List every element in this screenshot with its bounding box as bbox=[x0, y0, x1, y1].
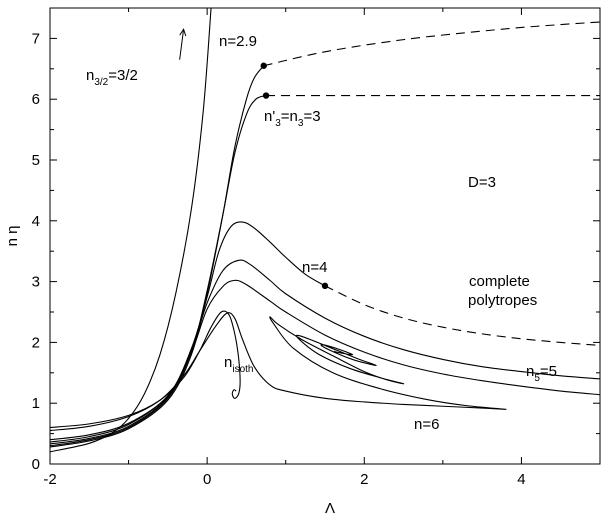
series-line-n3 bbox=[50, 95, 267, 447]
transition-point bbox=[260, 62, 267, 69]
transition-point bbox=[262, 92, 270, 99]
label-n3: n'3=n3=3 bbox=[264, 108, 321, 129]
series-line-nisoth bbox=[50, 310, 241, 429]
x-tick-label: 2 bbox=[360, 471, 368, 488]
label-nisoth: nisoth bbox=[224, 354, 253, 375]
annotations: n=2.9 n3/2=3/2 n'3=n3=3 D=3 n=4 complete… bbox=[86, 33, 557, 433]
y-tick-label: 3 bbox=[32, 274, 40, 291]
x-tick-label: -2 bbox=[43, 471, 56, 488]
y-tick-label: 0 bbox=[32, 456, 40, 473]
label-n4: n=4 bbox=[302, 259, 327, 276]
y-tick-label: 6 bbox=[32, 91, 40, 108]
y-tick-label: 4 bbox=[32, 213, 40, 230]
y-tick-label: 7 bbox=[32, 30, 40, 47]
series-line-n29 bbox=[50, 65, 265, 448]
curves bbox=[50, 8, 600, 453]
y-tick-label: 1 bbox=[32, 395, 40, 412]
series-line-n29_dashed bbox=[263, 21, 600, 67]
label-polytropes: polytropes bbox=[468, 292, 537, 309]
label-d3: D=3 bbox=[468, 174, 496, 191]
x-tick-label: 0 bbox=[203, 471, 211, 488]
series-line-n6 bbox=[50, 312, 507, 432]
series-line-n4_dashed bbox=[324, 285, 600, 346]
label-complete: complete bbox=[469, 273, 530, 290]
arrow-shaft bbox=[179, 29, 185, 60]
axis-labels: Λ n η bbox=[4, 226, 335, 517]
y-axis-label: n η bbox=[4, 226, 21, 247]
transition-point bbox=[321, 282, 329, 290]
y-tick-label: 2 bbox=[32, 334, 40, 351]
x-tick-label: 4 bbox=[517, 471, 525, 488]
label-n29: n=2.9 bbox=[219, 33, 257, 50]
arrow-annotation bbox=[179, 28, 187, 60]
label-n5: n5=5 bbox=[526, 363, 557, 384]
arrow-head bbox=[179, 28, 187, 37]
x-axis-label: Λ bbox=[325, 500, 335, 517]
plot-frame bbox=[49, 7, 601, 465]
y-tick-label: 5 bbox=[32, 152, 40, 169]
series-line-n4 bbox=[50, 221, 326, 445]
series-line-n5 bbox=[50, 279, 600, 441]
label-n32: n3/2=3/2 bbox=[86, 67, 138, 88]
label-n6: n=6 bbox=[414, 416, 439, 433]
axes bbox=[49, 7, 601, 465]
markers bbox=[260, 62, 329, 290]
